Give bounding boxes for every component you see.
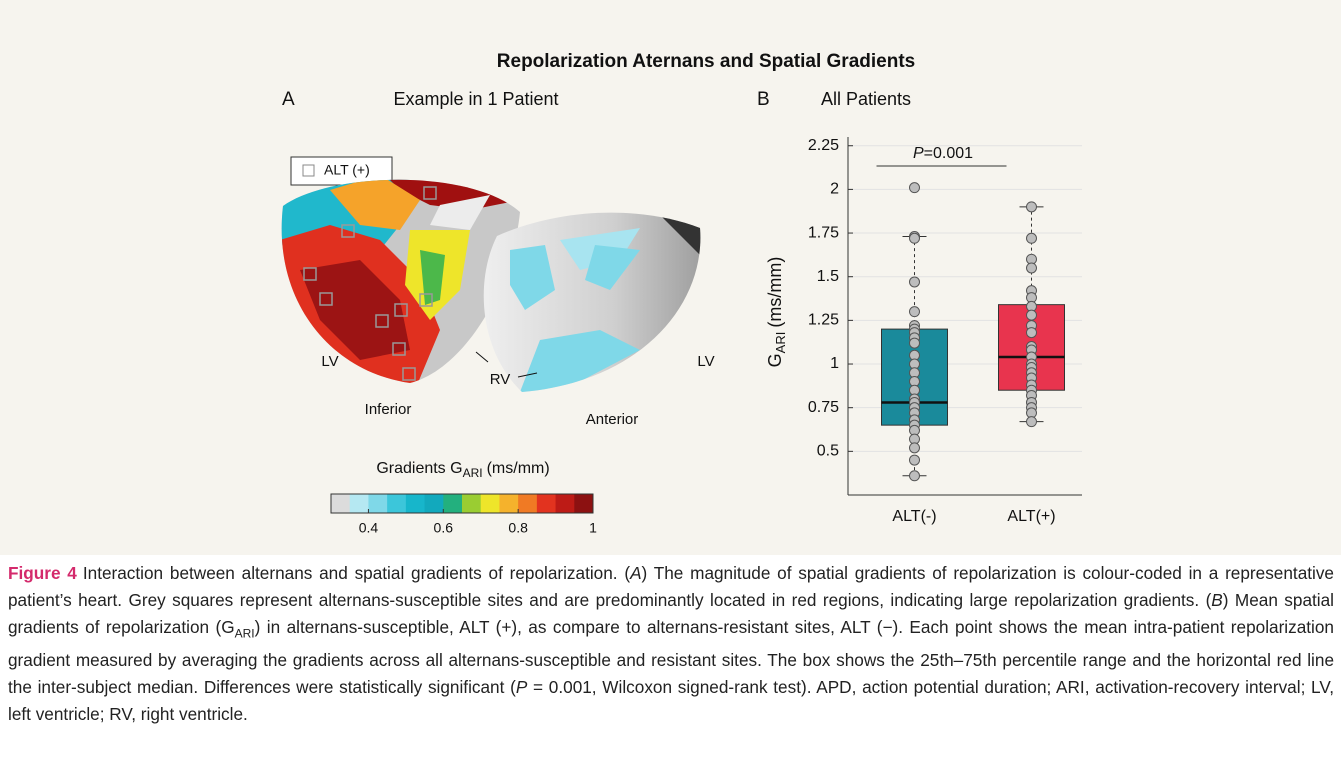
y-tick-label: 1.5 — [817, 268, 839, 285]
colorbar-segment — [518, 494, 538, 513]
colorbar-tick-label: 0.6 — [434, 520, 454, 536]
data-point — [1026, 201, 1037, 213]
colorbar-segment — [443, 494, 463, 513]
caption: Figure 4 Interaction between alternans an… — [8, 560, 1334, 728]
figure-area: Repolarization Aternans and Spatial Grad… — [0, 0, 1341, 555]
colorbar-segment — [499, 494, 519, 513]
legend-box — [290, 156, 393, 186]
panel-label: B — [757, 89, 770, 110]
y-tick-label: 1 — [830, 355, 839, 372]
caption-text: Interaction between alternans and spatia… — [82, 563, 631, 583]
view-label: Inferior — [365, 401, 412, 418]
data-point — [909, 182, 920, 194]
colorbar-segment — [480, 494, 500, 513]
colorbar-title-main: Gradients G — [376, 460, 462, 477]
data-point — [909, 337, 920, 349]
significance-symbol: P — [913, 145, 924, 162]
data-point — [1026, 416, 1037, 428]
data-point — [909, 470, 920, 482]
heart-label: LV — [321, 353, 338, 370]
colorbar-title-sub: ARI — [463, 466, 483, 480]
box-plot: 0.5 0.75 1 1.25 1.5 1.75 2 2.25 GARI (ms/mm) ALT(-… — [765, 137, 1082, 525]
pointer — [475, 351, 489, 363]
colorbar-tick-label: 0.4 — [359, 520, 379, 536]
y-tick-label: 2 — [830, 181, 839, 198]
y-axis-label-main: G — [765, 353, 785, 367]
colorbar-title-unit: (ms/mm) — [487, 460, 550, 477]
caption-text: ) The magnitude of spatial gradients of … — [8, 563, 1334, 610]
panel-label: A — [282, 89, 295, 110]
x-tick-label: ALT(-) — [892, 508, 936, 525]
data-point — [909, 454, 920, 466]
panel-title: Example in 1 Patient — [393, 89, 558, 109]
data-point — [909, 276, 920, 288]
caption-text: ) Mean spatial gradients of repolarizati… — [8, 590, 1334, 637]
caption-label: Figure 4 — [8, 563, 77, 583]
colorbar-segment — [387, 494, 407, 513]
caption-text: A — [630, 563, 642, 583]
pointer — [517, 372, 538, 378]
y-tick-label: 1.75 — [808, 224, 839, 241]
heart-label: RV — [490, 371, 511, 388]
significance-value: =0.001 — [924, 145, 973, 162]
colorbar-segment — [349, 494, 369, 513]
data-point — [1026, 327, 1037, 339]
colorbar: 0.4 0.6 0.8 1 — [330, 493, 597, 536]
heart-label: LV — [697, 353, 714, 370]
y-tick-label: 0.5 — [817, 443, 839, 460]
colorbar-segment — [331, 494, 351, 513]
colorbar-frame — [330, 493, 594, 514]
data-point — [909, 306, 920, 318]
y-axis-label: GARI (ms/mm) — [765, 257, 789, 368]
colorbar-segment — [536, 494, 557, 513]
figure-title: Repolarization Aternans and Spatial Grad… — [497, 51, 915, 72]
caption-text: P — [515, 677, 528, 698]
data-point — [1026, 309, 1037, 321]
panel-title: All Patients — [821, 89, 911, 109]
data-point — [1026, 232, 1037, 244]
significance-label: P=0.001 — [913, 145, 973, 162]
data-point — [909, 442, 920, 454]
y-tick-label: 1.25 — [808, 312, 839, 329]
colorbar-segment — [424, 494, 444, 513]
colorbar-tick-label: 1 — [589, 520, 597, 536]
colorbar-segment — [462, 494, 482, 513]
colorbar-segment — [368, 494, 388, 513]
figure: Repolarization Aternans and Spatial Grad… — [281, 51, 1082, 536]
caption-text: B — [1211, 590, 1223, 610]
colorbar-segment — [555, 494, 575, 513]
view-label: Anterior — [586, 411, 639, 428]
caption-text: = 0.001, Wilcoxon signed-rank test). APD… — [8, 677, 1335, 725]
y-tick-label: 0.75 — [808, 399, 839, 416]
caption-text: ) in alternans-susceptible, ALT (+), as … — [8, 617, 1334, 698]
x-tick-label: ALT(+) — [1007, 508, 1055, 525]
y-tick-label: 2.25 — [808, 137, 839, 154]
y-axis-label-sub: ARI — [773, 332, 788, 354]
y-axis-label-unit: (ms/mm) — [765, 257, 785, 328]
colorbar-tick-label: 0.8 — [508, 520, 528, 536]
colorbar-title: Gradients GARI (ms/mm) — [376, 460, 549, 480]
data-point — [1026, 262, 1037, 274]
caption-text: ARI — [234, 626, 255, 641]
colorbar-segment — [405, 494, 426, 513]
data-point — [909, 232, 920, 244]
legend-symbol — [302, 164, 315, 177]
legend-label: ALT (+) — [324, 162, 370, 178]
colorbar-segment — [574, 494, 594, 513]
